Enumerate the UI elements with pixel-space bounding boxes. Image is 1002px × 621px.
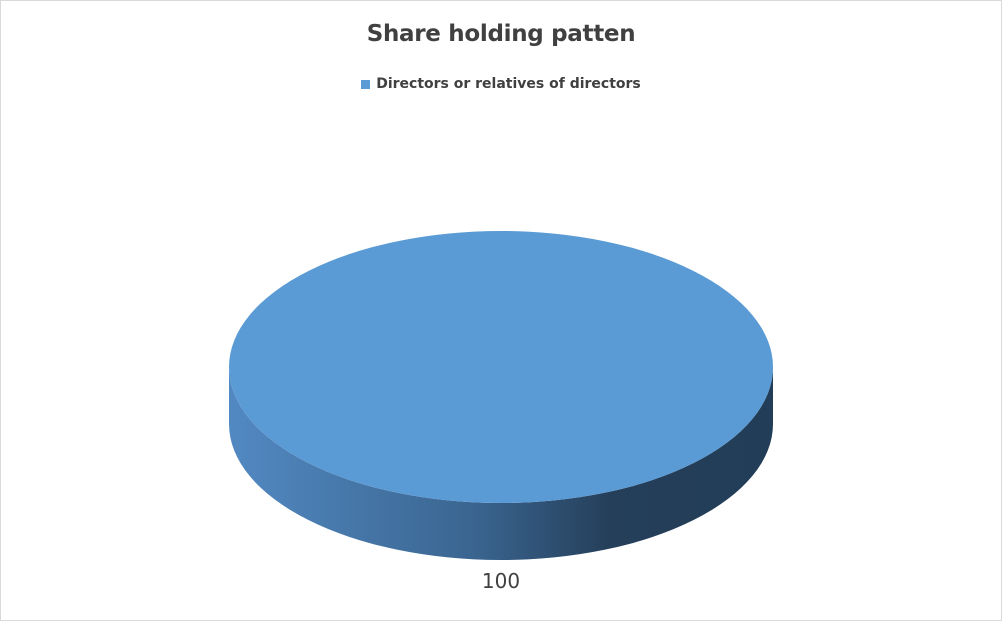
data-label: 100 bbox=[481, 569, 521, 593]
pie-slice-side bbox=[229, 367, 773, 560]
chart-title: Share holding patten bbox=[366, 21, 636, 47]
legend: Directors or relatives of directors bbox=[1, 76, 1001, 92]
legend-swatch bbox=[361, 79, 371, 89]
pie-slice bbox=[229, 231, 773, 503]
legend-label: Directors or relatives of directors bbox=[376, 76, 641, 92]
